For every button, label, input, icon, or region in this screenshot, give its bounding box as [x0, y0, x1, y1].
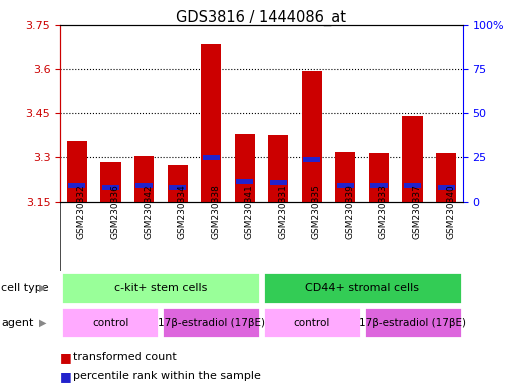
Bar: [438, 185, 454, 190]
Text: GSM230333: GSM230333: [379, 185, 388, 239]
Bar: [404, 183, 421, 188]
Bar: [169, 185, 186, 190]
Text: agent: agent: [1, 318, 33, 328]
Text: control: control: [92, 318, 129, 328]
Text: GSM230336: GSM230336: [110, 185, 119, 239]
Bar: [202, 155, 220, 161]
Text: ■: ■: [60, 370, 72, 383]
Bar: [167, 165, 188, 202]
Bar: [62, 273, 260, 303]
Bar: [337, 183, 354, 188]
Bar: [363, 307, 461, 338]
Bar: [303, 157, 321, 162]
Bar: [302, 71, 322, 202]
Text: GSM230332: GSM230332: [77, 185, 86, 239]
Bar: [102, 185, 119, 190]
Bar: [335, 152, 356, 202]
Bar: [236, 179, 253, 184]
Text: GDS3816 / 1444086_at: GDS3816 / 1444086_at: [176, 10, 347, 26]
Text: GSM230338: GSM230338: [211, 185, 220, 239]
Bar: [135, 183, 153, 188]
Bar: [369, 153, 389, 202]
Text: c-kit+ stem cells: c-kit+ stem cells: [114, 283, 208, 293]
Text: cell type: cell type: [1, 283, 49, 293]
Text: ■: ■: [60, 351, 72, 364]
Text: ▶: ▶: [39, 283, 47, 293]
Text: GSM230339: GSM230339: [345, 185, 355, 239]
Text: GSM230337: GSM230337: [413, 185, 422, 239]
Text: 17β-estradiol (17βE): 17β-estradiol (17βE): [359, 318, 466, 328]
Bar: [162, 307, 260, 338]
Text: GSM230340: GSM230340: [446, 185, 455, 239]
Bar: [436, 153, 456, 202]
Bar: [263, 273, 461, 303]
Text: GSM230335: GSM230335: [312, 185, 321, 239]
Bar: [370, 183, 388, 188]
Bar: [134, 156, 154, 202]
Bar: [263, 307, 361, 338]
Bar: [67, 141, 87, 202]
Bar: [403, 116, 423, 202]
Text: transformed count: transformed count: [73, 352, 177, 362]
Bar: [268, 135, 288, 202]
Text: ▶: ▶: [39, 318, 47, 328]
Text: CD44+ stromal cells: CD44+ stromal cells: [305, 283, 419, 293]
Text: GSM230341: GSM230341: [245, 185, 254, 239]
Bar: [235, 134, 255, 202]
Text: GSM230342: GSM230342: [144, 185, 153, 239]
Text: GSM230334: GSM230334: [178, 185, 187, 239]
Bar: [201, 44, 221, 202]
Bar: [270, 180, 287, 185]
Text: percentile rank within the sample: percentile rank within the sample: [73, 371, 261, 381]
Text: control: control: [293, 318, 330, 328]
Bar: [69, 183, 85, 188]
Text: 17β-estradiol (17βE): 17β-estradiol (17βE): [157, 318, 265, 328]
Bar: [100, 162, 121, 202]
Text: GSM230331: GSM230331: [278, 185, 287, 239]
Bar: [62, 307, 160, 338]
